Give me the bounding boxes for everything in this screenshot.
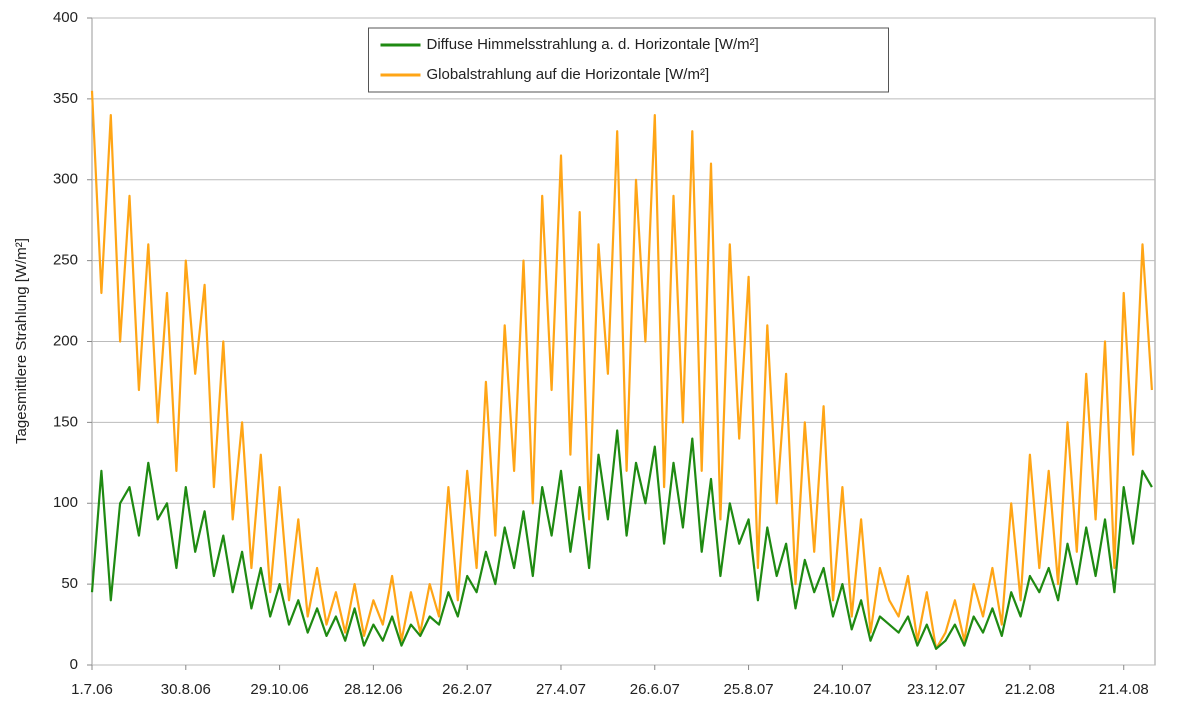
x-tick-label: 21.2.08	[1005, 681, 1055, 698]
x-tick-label: 26.6.07	[630, 681, 680, 698]
x-tick-label: 1.7.06	[71, 681, 113, 698]
x-tick-label: 30.8.06	[161, 681, 211, 698]
series-line	[90, 429, 1153, 650]
legend-label: Diffuse Himmelsstrahlung a. d. Horizonta…	[427, 36, 759, 53]
x-tick-label: 21.4.08	[1099, 681, 1149, 698]
x-tick-label: 27.4.07	[536, 681, 586, 698]
y-tick-label: 0	[70, 656, 78, 673]
legend-box	[368, 27, 889, 93]
y-tick-label: 350	[53, 90, 78, 107]
x-tick-label: 28.12.06	[344, 681, 402, 698]
legend-label: Globalstrahlung auf die Horizontale [W/m…	[427, 66, 710, 83]
y-tick-label: 150	[53, 413, 78, 430]
y-tick-label: 400	[53, 9, 78, 26]
x-tick-label: 23.12.07	[907, 681, 965, 698]
y-tick-label: 300	[53, 171, 78, 188]
x-tick-label: 24.10.07	[813, 681, 871, 698]
series-line	[90, 90, 1153, 650]
x-tick-label: 29.10.06	[250, 681, 308, 698]
y-tick-label: 250	[53, 252, 78, 269]
x-tick-label: 26.2.07	[442, 681, 492, 698]
x-tick-label: 25.8.07	[724, 681, 774, 698]
y-tick-label: 200	[53, 332, 78, 349]
y-tick-label: 100	[53, 494, 78, 511]
y-tick-label: 50	[61, 575, 78, 592]
y-axis-title: Tagesmittlere Strahlung [W/m²]	[13, 238, 30, 444]
